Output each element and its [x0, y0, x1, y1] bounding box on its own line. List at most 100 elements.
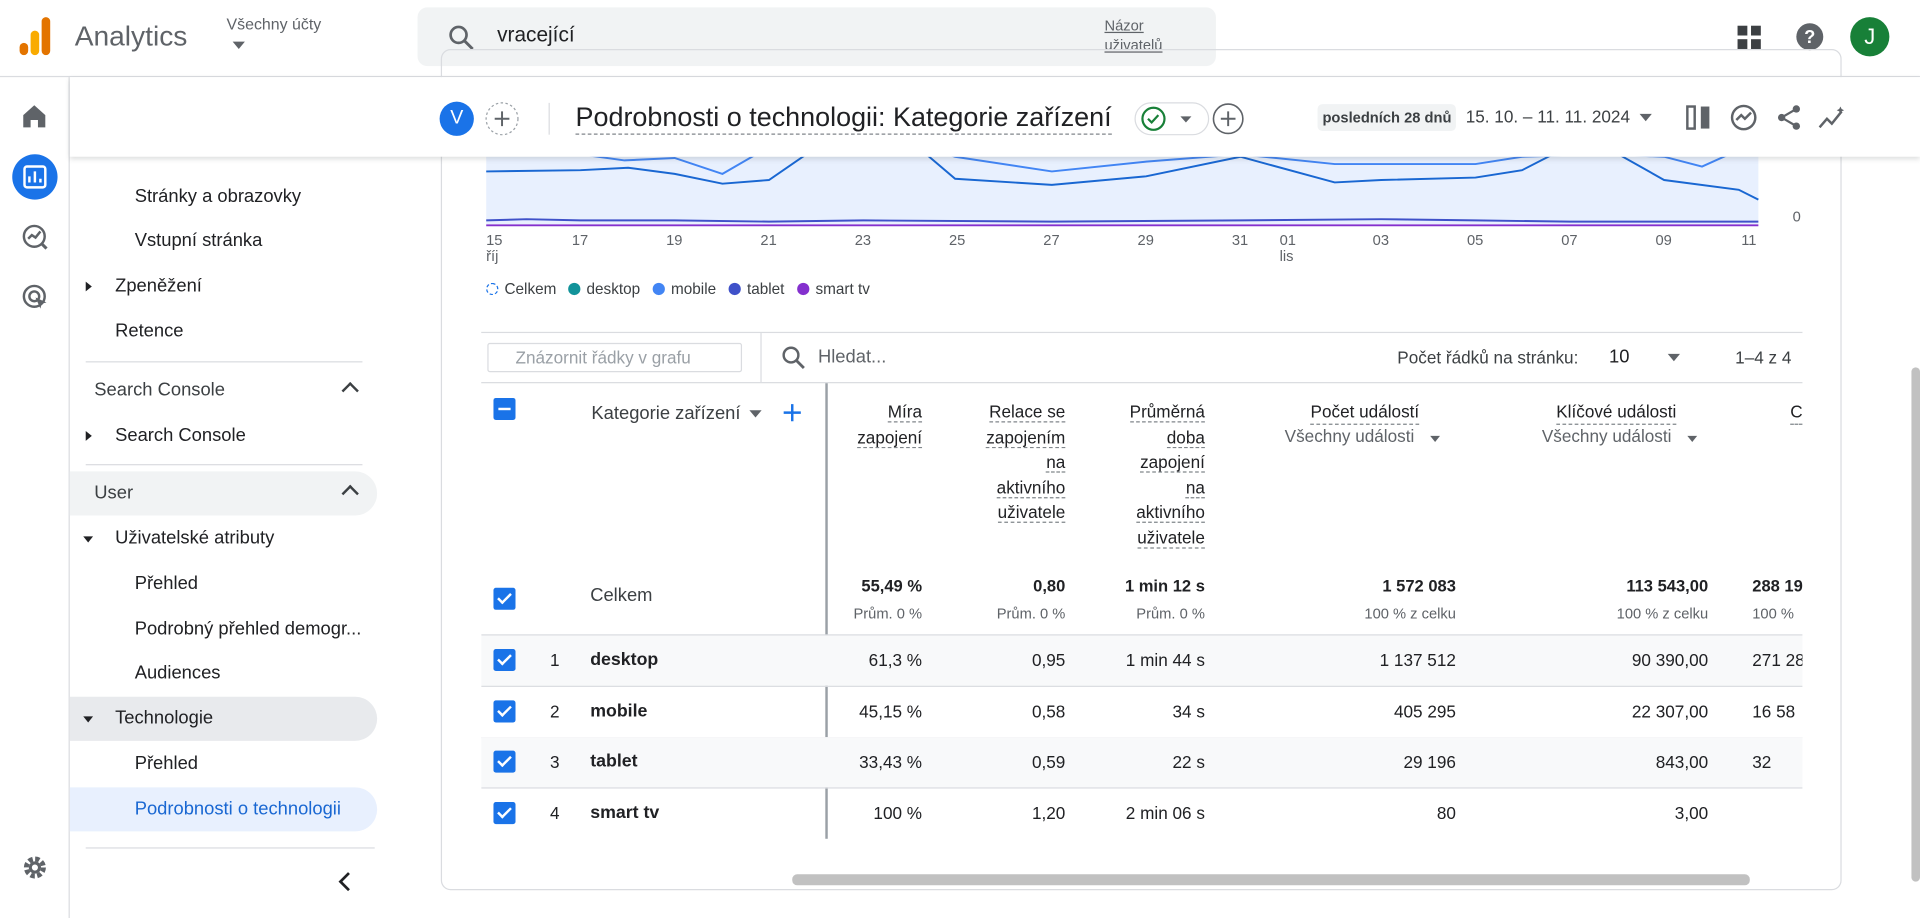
nav-item[interactable]: Podrobný přehled demogr...	[134, 618, 362, 640]
nav-item[interactable]: Přehled	[134, 573, 199, 594]
apps-icon[interactable]	[1737, 25, 1761, 49]
search-box[interactable]	[417, 7, 1216, 67]
rows-per-page-dropdown[interactable]	[1667, 353, 1681, 363]
horizontal-scrollbar[interactable]	[792, 874, 1750, 886]
compare-icon[interactable]	[1686, 105, 1710, 130]
select-all-checkbox[interactable]	[493, 397, 516, 421]
share-icon[interactable]	[1777, 104, 1801, 131]
x-tick-label: 21	[760, 231, 777, 249]
x-tick-label: 03	[1372, 231, 1390, 249]
nav-item[interactable]: Search Console	[115, 424, 246, 446]
nav-item[interactable]: Technologie	[115, 707, 214, 729]
row-divider	[481, 634, 1803, 636]
legend-swatch[interactable]	[486, 282, 499, 296]
status-chip[interactable]	[1134, 102, 1210, 136]
explore-icon[interactable]	[22, 224, 49, 251]
shape	[497, 752, 512, 768]
legend-swatch[interactable]	[652, 282, 665, 296]
row-value: 843,00	[1655, 751, 1709, 772]
legend-label[interactable]: desktop	[586, 280, 641, 298]
nav-item[interactable]: Uživatelské atributy	[115, 527, 275, 549]
date-dropdown[interactable]	[1639, 113, 1653, 123]
nav-item[interactable]: Zpeněžení	[115, 275, 202, 297]
avatar[interactable]: J	[1850, 17, 1890, 57]
row-checkbox[interactable]	[493, 750, 516, 773]
nav-item[interactable]: Stránky a obrazovky	[134, 186, 302, 207]
comparison-badge[interactable]: V	[439, 101, 474, 136]
collapse-arrow[interactable]	[83, 536, 94, 543]
column-title[interactable]: Klíčové události	[1556, 399, 1677, 425]
expand-arrow[interactable]	[85, 281, 92, 292]
row-value: 1 min 44 s	[1125, 650, 1205, 670]
insights-icon[interactable]	[1730, 104, 1757, 131]
home-icon[interactable]	[22, 104, 46, 128]
legend-label[interactable]: smart tv	[815, 280, 870, 298]
row-checkbox[interactable]	[493, 648, 516, 672]
column-filter[interactable]: Všechny události	[1284, 426, 1415, 446]
shape	[590, 156, 1727, 175]
nav-item[interactable]: Vstupní stránka	[134, 230, 263, 252]
row-checkbox[interactable]	[493, 587, 516, 610]
row-checkbox[interactable]	[493, 802, 516, 825]
x-tick-label: 23	[854, 231, 872, 249]
shape	[749, 410, 762, 418]
nav-section[interactable]: User	[94, 482, 134, 504]
x-tick-label: 27	[1043, 231, 1060, 249]
column-title[interactable]: Míra zapojení	[857, 401, 923, 448]
account-dropdown[interactable]	[232, 40, 248, 50]
filter-dropdown[interactable]	[1430, 435, 1441, 443]
column-filter[interactable]: Všechny události	[1541, 426, 1672, 446]
row-checkbox[interactable]	[493, 700, 516, 723]
add-button[interactable]	[1212, 103, 1244, 135]
legend-label[interactable]: Celkem	[504, 280, 557, 298]
help-icon[interactable]: ?	[1796, 23, 1824, 51]
add-comparison[interactable]	[485, 102, 519, 136]
column-title[interactable]: C	[1790, 399, 1803, 425]
legend-label[interactable]: mobile	[671, 280, 717, 298]
shape	[31, 864, 38, 871]
date-preset[interactable]: posledních 28 dnů	[1317, 104, 1457, 132]
column-title[interactable]: Počet událostí	[1310, 399, 1420, 425]
add-dimension[interactable]	[783, 404, 801, 422]
nav-section[interactable]: Search Console	[94, 379, 225, 401]
x-tick-label: 07	[1561, 231, 1578, 249]
dimension-separator	[825, 383, 828, 839]
account-picker[interactable]: Všechny účty	[226, 14, 322, 34]
rows-per-page[interactable]: 10	[1608, 346, 1630, 368]
vertical-scrollbar[interactable]	[1911, 367, 1920, 882]
legend-label[interactable]: tablet	[746, 280, 785, 298]
legend-swatch[interactable]	[797, 282, 810, 296]
totals-value: 1 572 083	[1382, 576, 1456, 596]
nav-item[interactable]: Retence	[115, 320, 184, 342]
filter-dropdown[interactable]	[1687, 435, 1698, 443]
search-query[interactable]: vracející	[497, 23, 575, 47]
dimension-dropdown[interactable]	[749, 410, 762, 419]
column-header[interactable]: Průměrná doba zapojení na aktivního uživ…	[1119, 399, 1205, 550]
row-divider	[481, 787, 1803, 789]
anomaly-icon[interactable]	[1818, 105, 1847, 129]
column-title[interactable]: Relace se zapojením na aktivního uživate…	[986, 401, 1066, 523]
dimension-header[interactable]: Kategorie zařízení	[591, 402, 741, 424]
shape	[27, 230, 42, 240]
plot-rows-input[interactable]: Znázornit řádky v grafu	[487, 342, 743, 373]
column-header[interactable]: Míra zapojení	[836, 399, 923, 449]
column-header[interactable]: Relace se zapojením na aktivního uživate…	[977, 399, 1066, 525]
nav-item[interactable]: Přehled	[134, 753, 199, 774]
table-search[interactable]: Hledat...	[817, 346, 887, 368]
reports-icon[interactable]	[12, 154, 58, 200]
legend-swatch[interactable]	[728, 282, 741, 296]
date-range[interactable]: 15. 10. – 11. 11. 2024	[1465, 106, 1630, 127]
totals-label: Celkem	[590, 585, 653, 607]
advertising-icon[interactable]	[22, 284, 49, 311]
column-title[interactable]: Průměrná doba zapojení na aktivního uživ…	[1129, 401, 1205, 548]
expand-arrow[interactable]	[85, 431, 92, 441]
nav-item[interactable]: Podrobnosti o technologii	[134, 798, 341, 820]
collapse-button[interactable]	[337, 872, 352, 892]
nav-item[interactable]: Audiences	[134, 662, 221, 684]
shape	[1134, 102, 1210, 136]
table-top-border	[481, 331, 1803, 334]
legend-swatch[interactable]	[568, 282, 581, 296]
totals-note: 100 %	[1752, 604, 1794, 623]
settings-icon[interactable]	[22, 855, 48, 881]
collapse-arrow[interactable]	[83, 716, 94, 723]
